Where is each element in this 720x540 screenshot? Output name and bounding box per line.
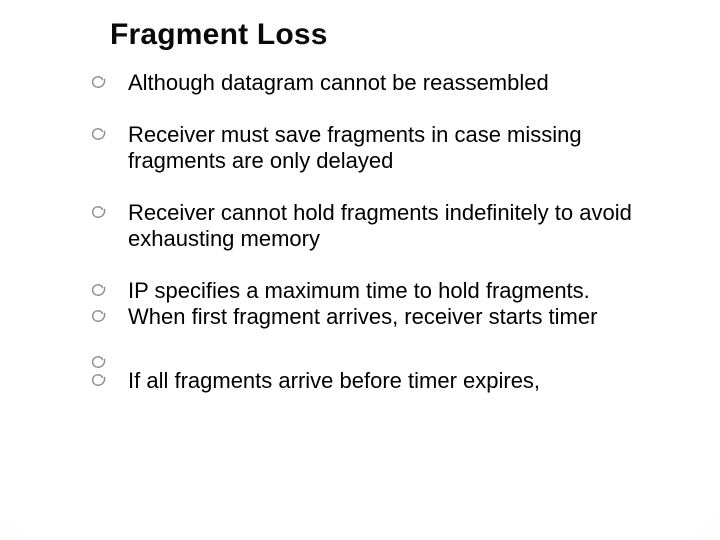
bullet-item [88,356,680,368]
swirl-icon [88,126,108,142]
bullet-text: If all fragments arrive before timer exp… [128,368,540,393]
bullet-text: Receiver must save fragments in case mis… [128,122,582,173]
bullet-item: Receiver must save fragments in case mis… [88,122,680,174]
bullet-list: Although datagram cannot be reassembled R… [88,70,680,394]
bullet-text: When first fragment arrives, receiver st… [128,304,597,329]
bullet-item: Although datagram cannot be reassembled [88,70,680,96]
bullet-text: Receiver cannot hold fragments indefinit… [128,200,632,251]
swirl-icon [88,308,108,324]
swirl-icon [88,204,108,220]
bullet-text: IP specifies a maximum time to hold frag… [128,278,590,303]
swirl-icon [88,282,108,298]
bullet-item: When first fragment arrives, receiver st… [88,304,680,330]
bullet-item: IP specifies a maximum time to hold frag… [88,278,680,304]
swirl-icon [88,372,108,388]
bullet-item: If all fragments arrive before timer exp… [88,368,680,394]
slide: Fragment Loss Although datagram cannot b… [0,0,720,540]
bullet-text: Although datagram cannot be reassembled [128,70,549,95]
bullet-item: Receiver cannot hold fragments indefinit… [88,200,680,252]
slide-title: Fragment Loss [110,18,680,52]
swirl-icon [88,74,108,90]
